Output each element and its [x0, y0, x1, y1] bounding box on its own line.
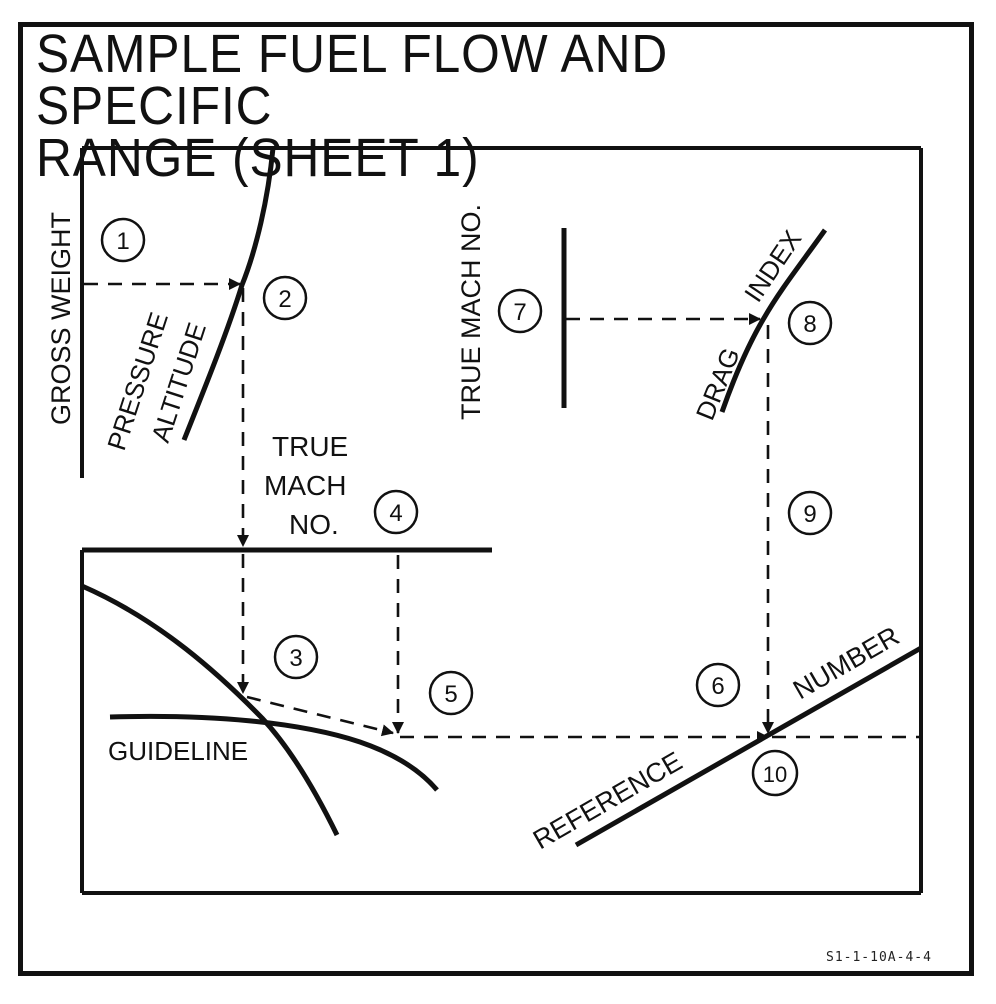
svg-text:8: 8: [803, 311, 816, 338]
title-line-1: SAMPLE FUEL FLOW AND SPECIFIC: [36, 24, 669, 136]
drag-index-curve: [719, 228, 828, 413]
label-true-mach-lower-1: TRUE: [272, 431, 348, 462]
step-marker-3: 3: [273, 634, 319, 680]
step-marker-1: 1: [100, 217, 146, 263]
dashed-arrow-3-5: [246, 695, 394, 737]
figure-code: S1-1-10A-4-4: [826, 950, 932, 965]
svg-text:9: 9: [803, 501, 816, 528]
step-marker-5: 5: [428, 670, 474, 716]
label-reference: REFERENCE: [528, 746, 687, 855]
step-marker-6: 6: [695, 662, 741, 708]
guideline-curve: [109, 713, 439, 792]
svg-text:2: 2: [278, 286, 291, 313]
svg-text:10: 10: [763, 762, 787, 787]
label-drag: DRAG: [690, 343, 746, 424]
pressure-altitude-curve: [181, 147, 276, 441]
label-true-mach-lower-2: MACH: [264, 470, 346, 501]
svg-text:6: 6: [711, 673, 724, 700]
label-gross-weight: GROSS WEIGHT: [46, 212, 76, 425]
svg-text:7: 7: [513, 299, 526, 326]
outer-border: [18, 22, 974, 976]
svg-text:5: 5: [444, 681, 457, 708]
label-guideline: GUIDELINE: [108, 736, 248, 766]
label-true-mach-lower-3: NO.: [289, 509, 339, 540]
svg-text:3: 3: [289, 645, 302, 672]
reference-number-line: [574, 645, 923, 848]
svg-text:1: 1: [116, 228, 129, 255]
label-true-mach-upper: TRUE MACH NO.: [456, 204, 486, 420]
step-marker-10: 10: [751, 749, 799, 797]
title-line-2: RANGE (SHEET 1): [36, 128, 480, 188]
crossing-curve: [81, 583, 340, 837]
page-title: SAMPLE FUEL FLOW AND SPECIFIC RANGE (SHE…: [36, 24, 919, 188]
inner-frame: [80, 146, 923, 895]
step-marker-7: 7: [497, 288, 543, 334]
step-marker-2: 2: [262, 275, 308, 321]
svg-text:4: 4: [389, 500, 402, 527]
step-marker-4: 4: [373, 489, 419, 535]
step-marker-8: 8: [787, 300, 833, 346]
step-marker-9: 9: [787, 490, 833, 536]
